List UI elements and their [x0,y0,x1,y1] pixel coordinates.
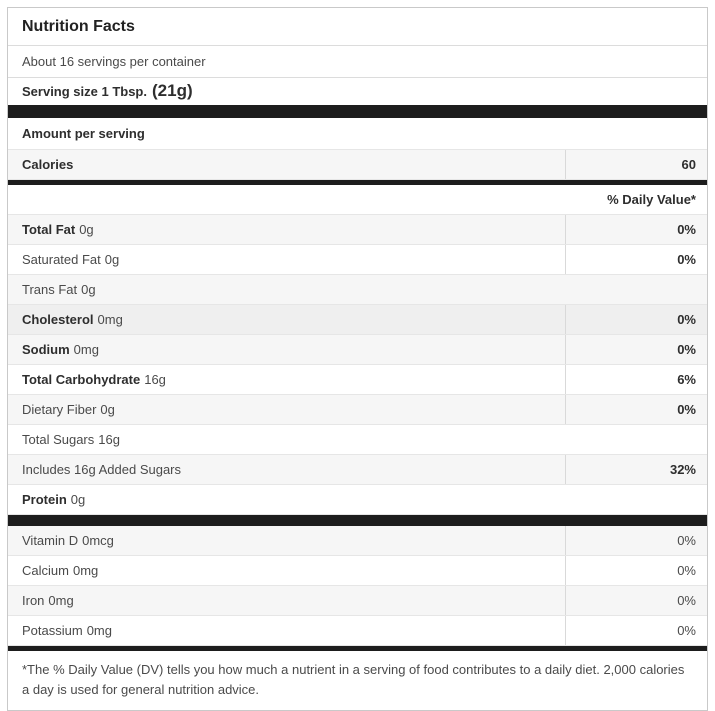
calories-row: Calories 60 [8,150,707,180]
nutrient-daily-value: 0% [565,305,707,334]
daily-value-footnote: *The % Daily Value (DV) tells you how mu… [8,651,707,711]
nutrient-daily-value: 0% [565,395,707,424]
nutrient-amount: 0g [104,252,120,267]
micronutrient-row: Calcium 0mg 0% [8,556,707,586]
nutrient-name: Vitamin D [22,533,79,548]
nutrient-amount: 0g [81,282,96,297]
nutrient-name-cell: Includes 16g Added Sugars [8,455,565,484]
nutrient-name-cell: Sodium 0mg [8,335,565,364]
page: Nutrition Facts About 16 servings per co… [7,7,708,711]
daily-value-header: % Daily Value* [607,192,696,207]
micronutrient-row: Iron 0mg 0% [8,586,707,616]
amount-per-serving-text: Amount per serving [22,126,145,141]
nutrient-name: Protein [22,492,67,507]
nutrient-name: Total Sugars [22,432,95,447]
nutrient-row: Protein 0g [8,485,707,515]
nutrient-name-cell: Total Sugars 16g [8,425,707,454]
nutrient-daily-value: 0% [565,245,707,274]
nutrient-name-cell: Iron 0mg [8,586,565,615]
nutrient-name: Cholesterol [22,312,94,327]
nutrient-name-cell: Dietary Fiber 0g [8,395,565,424]
nutrient-name: Total Fat [22,222,76,237]
nutrient-row: Cholesterol 0mg 0% [8,305,707,335]
servings-per-container-text: About 16 servings per container [22,54,206,69]
servings-per-container-row: About 16 servings per container [8,46,707,78]
nutrient-name: Iron [22,593,45,608]
label-title-row: Nutrition Facts [8,8,707,46]
nutrient-row: Sodium 0mg 0% [8,335,707,365]
nutrient-name: Calcium [22,563,69,578]
serving-size-row: Serving size 1 Tbsp. (21g) [8,78,707,105]
nutrient-daily-value: 0% [565,335,707,364]
thin-divider-bar-bottom [8,646,707,651]
nutrient-name: Sodium [22,342,70,357]
nutrient-amount: 0mg [97,312,123,327]
nutrient-daily-value: 0% [565,556,707,585]
nutrient-name-cell: Saturated Fat 0g [8,245,565,274]
nutrient-name: Saturated Fat [22,252,101,267]
nutrient-name-cell: Protein 0g [8,485,707,514]
nutrient-amount: 0mg [48,593,74,608]
nutrient-name-cell: Total Carbohydrate 16g [8,365,565,394]
nutrient-row: Total Carbohydrate 16g 6% [8,365,707,395]
micronutrient-row: Vitamin D 0mcg 0% [8,526,707,556]
calories-label-cell: Calories [8,150,565,179]
nutrient-amount: 0g [70,492,86,507]
calories-label: Calories [22,157,74,172]
nutrition-facts-label: Nutrition Facts About 16 servings per co… [7,7,708,711]
nutrient-name: Potassium [22,623,83,638]
nutrient-amount: 0mg [73,342,99,357]
nutrient-daily-value: 0% [565,616,707,645]
nutrient-name: Trans Fat [22,282,78,297]
nutrient-name-cell: Vitamin D 0mcg [8,526,565,555]
nutrient-amount: 0g [100,402,115,417]
nutrient-row: Total Fat 0g 0% [8,215,707,245]
nutrient-daily-value: 0% [565,586,707,615]
nutrient-name-cell: Trans Fat 0g [8,275,707,304]
nutrient-name-cell: Cholesterol 0mg [8,305,565,334]
nutrient-amount: 16g [98,432,120,447]
nutrient-name-cell: Potassium 0mg [8,616,565,645]
footnote-text: *The % Daily Value (DV) tells you how mu… [22,662,685,698]
serving-size-weight: (21g) [152,81,193,100]
nutrient-daily-value: 0% [565,526,707,555]
amount-per-serving-row: Amount per serving [8,118,707,150]
nutrient-row: Total Sugars 16g [8,425,707,455]
micronutrient-rows: Vitamin D 0mcg 0% Calcium 0mg 0% Iron 0mg 0% Pota… [8,526,707,646]
nutrient-row: Includes 16g Added Sugars 32% [8,455,707,485]
label-title: Nutrition Facts [22,18,135,35]
nutrient-name: Includes 16g Added Sugars [22,462,182,477]
thick-divider-bar [8,105,707,118]
nutrient-daily-value: 0% [565,215,707,244]
serving-size-text: Serving size 1 Tbsp. [22,83,147,99]
daily-value-header-row: % Daily Value* [8,185,707,215]
thin-divider-bar [8,180,707,185]
nutrient-name-cell: Total Fat 0g [8,215,565,244]
nutrient-amount: 16g [144,372,166,387]
nutrient-name: Total Carbohydrate [22,372,141,387]
nutrient-row: Dietary Fiber 0g 0% [8,395,707,425]
nutrient-daily-value: 6% [565,365,707,394]
nutrient-name-cell: Calcium 0mg [8,556,565,585]
micronutrient-row: Potassium 0mg 0% [8,616,707,646]
nutrient-amount: 0mg [72,563,99,578]
medium-divider-bar [8,515,707,526]
nutrient-amount: 0g [79,222,94,237]
nutrient-daily-value: 32% [565,455,707,484]
nutrient-amount: 0mg [86,623,112,638]
nutrient-row: Trans Fat 0g [8,275,707,305]
nutrient-rows: Total Fat 0g 0% Saturated Fat 0g 0% Trans Fat 0… [8,215,707,515]
calories-value: 60 [565,150,707,179]
nutrient-amount: 0mcg [82,533,114,548]
nutrient-name: Dietary Fiber [22,402,97,417]
nutrient-row: Saturated Fat 0g 0% [8,245,707,275]
